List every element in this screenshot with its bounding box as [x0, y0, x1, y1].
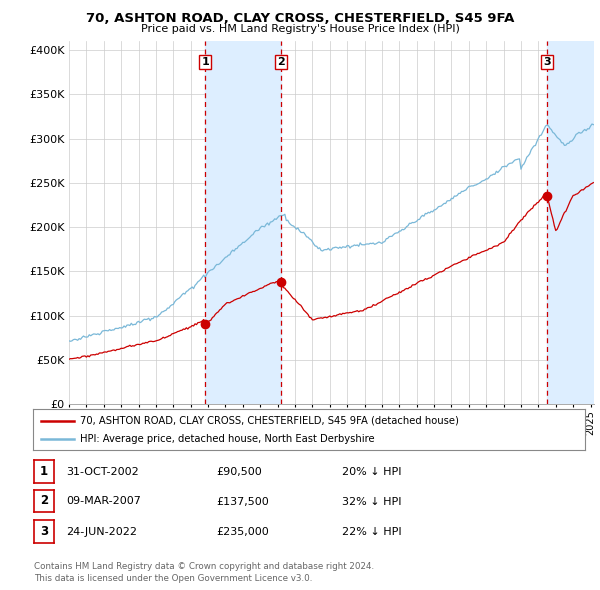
Text: 2: 2 — [277, 57, 285, 67]
Bar — [205, 41, 281, 404]
Text: £235,000: £235,000 — [216, 527, 269, 537]
Text: 24-JUN-2022: 24-JUN-2022 — [66, 527, 137, 537]
Text: 1: 1 — [201, 57, 209, 67]
Text: Contains HM Land Registry data © Crown copyright and database right 2024.: Contains HM Land Registry data © Crown c… — [34, 562, 374, 571]
Bar — [547, 41, 594, 404]
Text: 3: 3 — [40, 525, 48, 538]
Text: This data is licensed under the Open Government Licence v3.0.: This data is licensed under the Open Gov… — [34, 574, 313, 583]
Text: 20% ↓ HPI: 20% ↓ HPI — [342, 467, 401, 477]
Text: Price paid vs. HM Land Registry's House Price Index (HPI): Price paid vs. HM Land Registry's House … — [140, 24, 460, 34]
Text: 3: 3 — [543, 57, 551, 67]
Text: 70, ASHTON ROAD, CLAY CROSS, CHESTERFIELD, S45 9FA: 70, ASHTON ROAD, CLAY CROSS, CHESTERFIEL… — [86, 12, 514, 25]
Text: 32% ↓ HPI: 32% ↓ HPI — [342, 497, 401, 506]
Text: 09-MAR-2007: 09-MAR-2007 — [66, 497, 141, 506]
Text: HPI: Average price, detached house, North East Derbyshire: HPI: Average price, detached house, Nort… — [80, 434, 374, 444]
Text: 70, ASHTON ROAD, CLAY CROSS, CHESTERFIELD, S45 9FA (detached house): 70, ASHTON ROAD, CLAY CROSS, CHESTERFIEL… — [80, 416, 459, 426]
Text: 1: 1 — [40, 465, 48, 478]
Text: 2: 2 — [40, 494, 48, 507]
Text: 31-OCT-2002: 31-OCT-2002 — [66, 467, 139, 477]
Text: £137,500: £137,500 — [216, 497, 269, 506]
Text: £90,500: £90,500 — [216, 467, 262, 477]
Text: 22% ↓ HPI: 22% ↓ HPI — [342, 527, 401, 537]
